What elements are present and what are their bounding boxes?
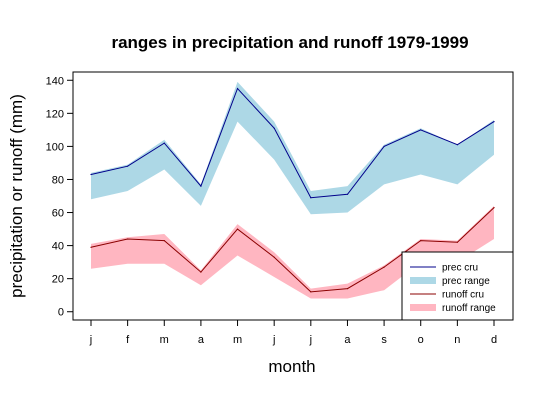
data-point [273, 127, 275, 129]
series-lines [90, 87, 495, 293]
x-tick-label: d [491, 334, 497, 346]
data-point [90, 246, 92, 248]
legend-label: prec range [442, 276, 490, 287]
data-point [200, 271, 202, 273]
series-line-0 [90, 87, 495, 199]
x-tick-label: a [198, 334, 205, 346]
x-tick-label: f [126, 334, 130, 346]
x-tick-label: j [309, 334, 312, 346]
data-point [420, 240, 422, 242]
series-line-2 [90, 207, 495, 293]
data-point [310, 197, 312, 199]
data-point [383, 266, 385, 268]
x-tick-label: m [233, 334, 242, 346]
x-tick-label: n [454, 334, 460, 346]
data-point [310, 291, 312, 293]
data-point [163, 142, 165, 144]
data-point [236, 228, 239, 230]
data-point [420, 129, 422, 131]
legend: prec cru prec range runoff cru runoff range [401, 251, 514, 321]
range-bands [91, 81, 494, 299]
data-point [163, 240, 165, 242]
x-tick-label: j [272, 334, 275, 346]
y-tick-label: 140 [46, 75, 64, 87]
data-point [456, 241, 458, 243]
data-point [383, 145, 385, 147]
chart-title: ranges in precipitation and runoff 1979-… [111, 33, 468, 52]
data-point [346, 288, 349, 290]
range-band-3 [91, 205, 494, 299]
data-point [273, 256, 275, 258]
x-axis-label: month [268, 357, 315, 376]
data-point [456, 144, 458, 146]
y-axis: 0 20 40 60 80 100 120 140 [46, 75, 74, 319]
data-point [200, 185, 202, 187]
y-tick-label: 0 [58, 307, 64, 319]
data-point [236, 87, 239, 90]
data-point [90, 173, 92, 176]
y-axis-label: precipitation or runoff (mm) [7, 94, 26, 298]
data-point [493, 207, 495, 209]
data-point [346, 193, 349, 195]
x-tick-label: m [160, 334, 169, 346]
x-tick-label: j [89, 334, 92, 346]
y-tick-label: 80 [52, 174, 64, 186]
range-band-1 [91, 81, 494, 215]
y-tick-label: 120 [46, 108, 64, 120]
y-tick-label: 60 [52, 208, 64, 220]
y-tick-label: 40 [52, 241, 64, 253]
x-tick-label: a [344, 334, 351, 346]
data-point [127, 238, 129, 240]
legend-box [401, 251, 514, 321]
legend-label: runoff range [442, 303, 496, 314]
y-tick-label: 100 [46, 141, 64, 153]
y-tick-label: 20 [52, 274, 64, 286]
data-point [127, 165, 129, 167]
x-tick-label: o [418, 334, 424, 346]
legend-label: prec cru [442, 263, 478, 274]
legend-label: runoff cru [442, 290, 484, 301]
x-tick-label: s [381, 334, 387, 346]
data-point [493, 121, 495, 123]
